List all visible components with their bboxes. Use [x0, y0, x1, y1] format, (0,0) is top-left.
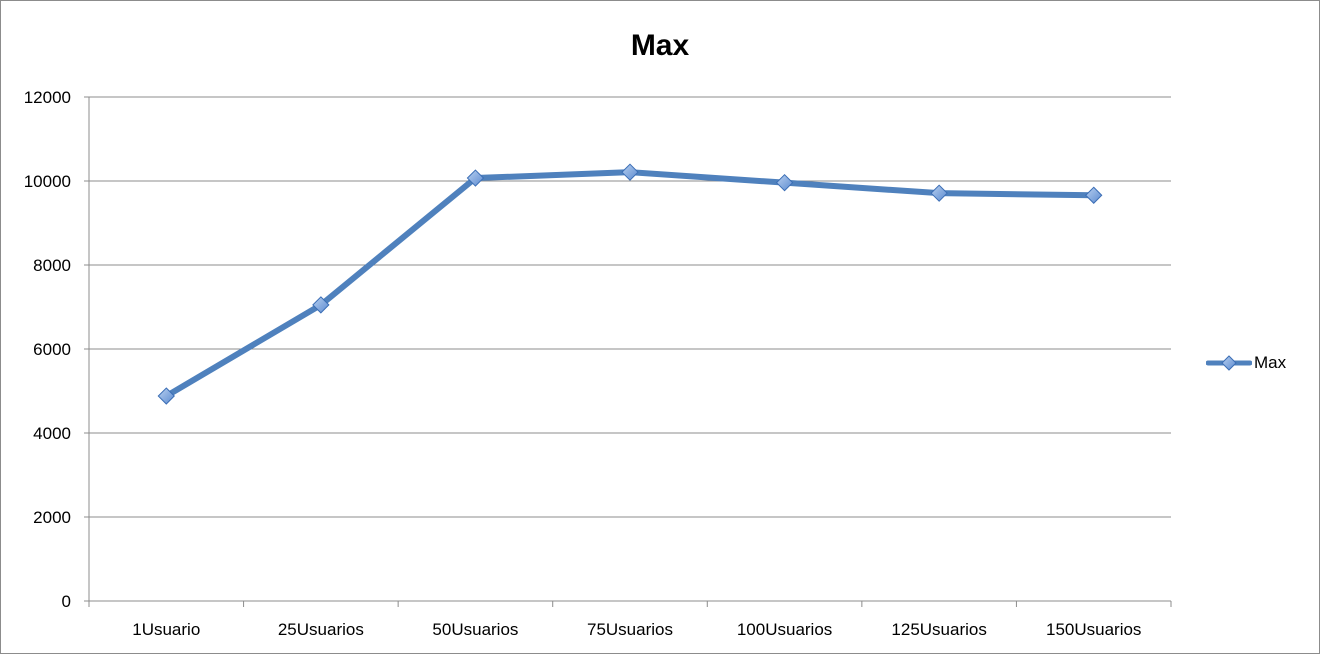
y-tick-label: 10000 [24, 172, 71, 191]
y-tick-label: 8000 [33, 256, 71, 275]
y-tick-label: 12000 [24, 88, 71, 107]
data-point-marker [930, 184, 948, 202]
data-point-marker [775, 173, 794, 192]
legend-line-marker-icon [1206, 355, 1252, 371]
y-tick-label: 4000 [33, 424, 71, 443]
legend-label: Max [1254, 353, 1287, 372]
x-tick-label: 125Usuarios [891, 620, 986, 639]
x-tick-label: 50Usuarios [432, 620, 518, 639]
data-point-marker [621, 163, 639, 181]
chart-title: Max [630, 29, 690, 62]
data-point-marker [157, 387, 175, 405]
data-point-marker [466, 169, 485, 187]
legend: Max [1206, 353, 1286, 373]
series-line [163, 169, 1097, 400]
x-tick-label: 25Usuarios [278, 620, 364, 639]
y-tick-label: 2000 [33, 508, 71, 527]
x-tick-label: 1Usuario [132, 620, 200, 639]
x-tick-label: 100Usuarios [737, 620, 832, 639]
x-tick-label: 75Usuarios [587, 620, 673, 639]
data-point-marker [1085, 186, 1103, 204]
y-tick-label: 0 [62, 592, 71, 611]
x-tick-label: 150Usuarios [1046, 620, 1141, 639]
data-point-marker [312, 296, 330, 314]
y-tick-label: 6000 [33, 340, 71, 359]
